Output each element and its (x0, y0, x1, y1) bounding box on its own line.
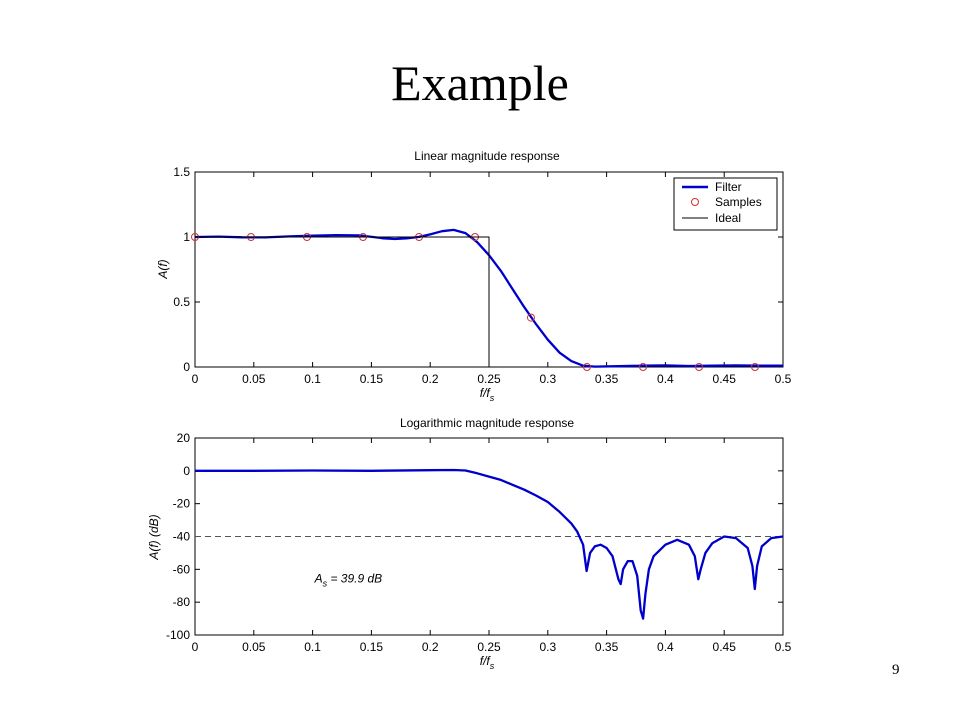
x-tick-label: 0.2 (422, 640, 439, 654)
x-tick-label: 0 (192, 372, 199, 386)
x-tick-label: 0.45 (713, 372, 737, 386)
x-tick-label: 0.15 (360, 372, 384, 386)
x-tick-label: 0.2 (422, 372, 439, 386)
y-tick-label: -60 (173, 562, 191, 576)
x-tick-label: 0.5 (775, 372, 792, 386)
slide-title: Example (391, 55, 569, 111)
y-tick-label: 0.5 (173, 295, 190, 309)
sample-point (639, 363, 648, 371)
stopband-attenuation-annotation: As = 39.9 dB (314, 571, 383, 588)
y-tick-label: 0 (183, 464, 190, 478)
y-axis-label: A(f) (156, 259, 170, 279)
x-tick-label: 0.3 (539, 640, 556, 654)
x-tick-label: 0.35 (595, 640, 619, 654)
x-tick-label: 0 (192, 640, 199, 654)
y-tick-label: -20 (173, 497, 191, 511)
x-tick-label: 0.1 (304, 372, 321, 386)
x-axis-label: f/fs (480, 654, 495, 671)
x-tick-label: 0.4 (657, 640, 674, 654)
tick-group: 0 0.05 0.1 0.15 0.2 0.25 0.3 0.35 0.4 0.45 0.5 0 0.5… (173, 165, 791, 386)
filter-response-line (195, 468, 784, 620)
marks-group (195, 468, 784, 620)
sample-point (582, 363, 591, 371)
legend-samples-marker (691, 198, 699, 206)
x-tick-label: 0.25 (477, 372, 501, 386)
y-axis-label: A(f) (dB) (147, 514, 161, 560)
y-tick-label: -100 (166, 628, 190, 642)
x-axis-label: f/fs (480, 386, 495, 403)
y-tick-label: 20 (177, 431, 191, 445)
tick-group: 0 0.05 0.1 0.15 0.2 0.25 0.3 0.35 0.4 0.45 0.5200-… (166, 431, 792, 654)
x-tick-label: 0.05 (242, 640, 266, 654)
chart-title: Logarithmic magnitude response (400, 416, 574, 430)
legend: Filter Samples Ideal (673, 177, 778, 231)
sample-point (695, 363, 704, 371)
legend-label: Samples (715, 195, 762, 209)
legend-label: Filter (715, 180, 742, 194)
x-tick-label: 0.5 (775, 640, 792, 654)
y-tick-label: 1.5 (173, 165, 190, 179)
x-tick-label: 0.1 (304, 640, 321, 654)
x-tick-label: 0.35 (595, 372, 619, 386)
ideal-response-line (195, 236, 490, 367)
marks-group (191, 228, 783, 371)
chart-title: Linear magnitude response (414, 149, 560, 163)
y-tick-label: 1 (183, 230, 190, 244)
x-tick-label: 0.05 (242, 372, 266, 386)
y-tick-label: -40 (173, 530, 191, 544)
x-tick-label: 0.25 (477, 640, 501, 654)
chart-linear: Linear magnitude response 0 0.05 0.1 0.15 0.… (156, 149, 792, 403)
sample-point (526, 313, 535, 322)
chart-logarithmic: Logarithmic magnitude response 0 0.05 0.1 0… (147, 416, 792, 671)
y-tick-label: 0 (183, 360, 190, 374)
y-tick-label: -80 (173, 595, 191, 609)
page-number: 9 (892, 662, 900, 678)
x-tick-label: 0.45 (713, 640, 737, 654)
sample-point (751, 363, 760, 371)
legend-label: Ideal (715, 211, 741, 225)
x-tick-label: 0.4 (657, 372, 674, 386)
x-tick-label: 0.3 (539, 372, 556, 386)
x-tick-label: 0.15 (360, 640, 384, 654)
